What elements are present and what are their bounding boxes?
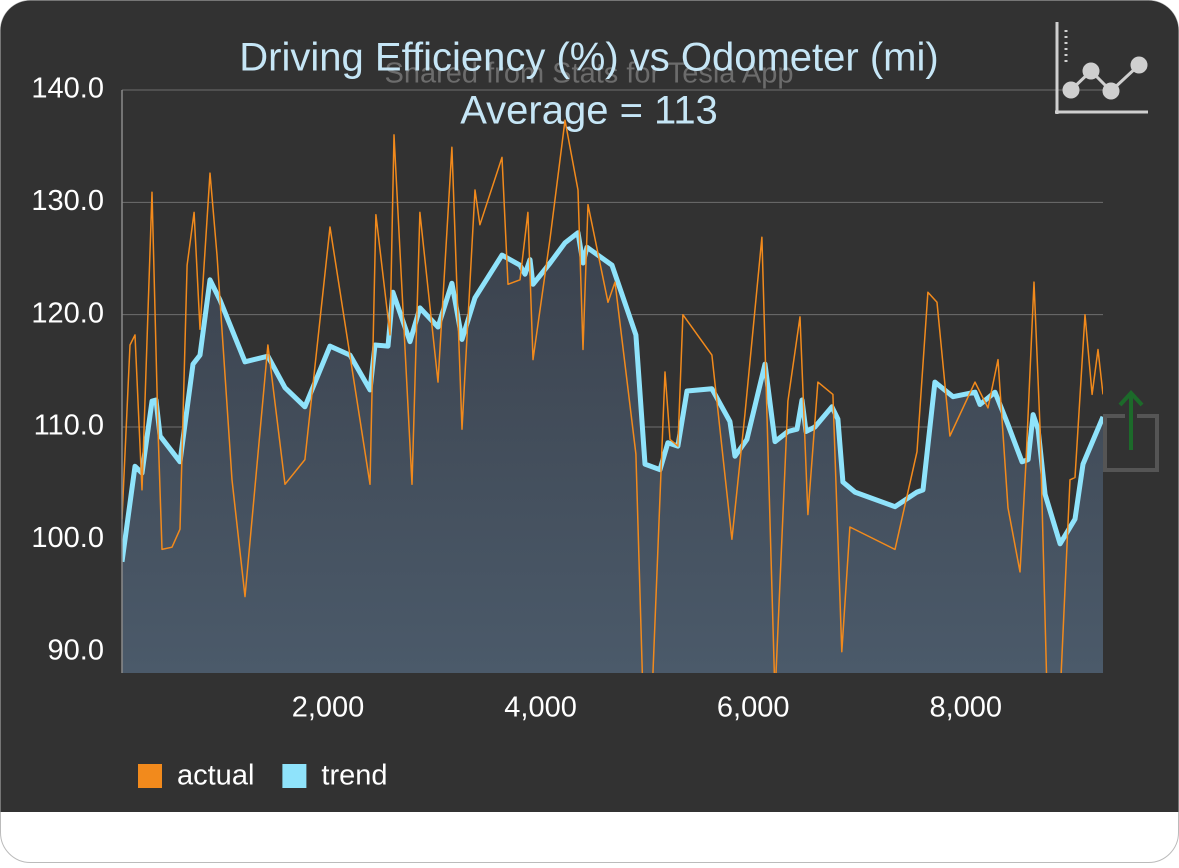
y-tick-label: 90.0	[48, 634, 104, 666]
legend-label: actual	[177, 760, 254, 792]
x-tick-label: 4,000	[504, 692, 577, 724]
legend-swatch	[282, 764, 307, 788]
watermark: Shared from Stats for Tesla App	[385, 58, 794, 90]
y-tick-label: 100.0	[31, 522, 104, 554]
y-tick-label: 110.0	[34, 410, 104, 442]
series-line	[122, 119, 1103, 673]
y-tick-label: 120.0	[31, 297, 104, 329]
y-tick-label: 130.0	[31, 185, 104, 217]
x-tick-label: 2,000	[292, 692, 365, 724]
x-tick-label: 6,000	[717, 692, 790, 724]
x-tick-label: 8,000	[929, 692, 1002, 724]
legend-swatch	[138, 764, 162, 788]
legend-label: trend	[321, 760, 387, 792]
chart-subtitle: Average = 113	[460, 89, 718, 133]
share-icon[interactable]	[1103, 390, 1159, 472]
series-line	[122, 230, 1103, 563]
chart-type-icon[interactable]	[1055, 22, 1148, 114]
y-tick-label: 140.0	[31, 73, 104, 105]
trend-area	[122, 232, 1103, 673]
chart-title: Driving Efficiency (%) vs Odometer (mi)	[239, 36, 938, 80]
